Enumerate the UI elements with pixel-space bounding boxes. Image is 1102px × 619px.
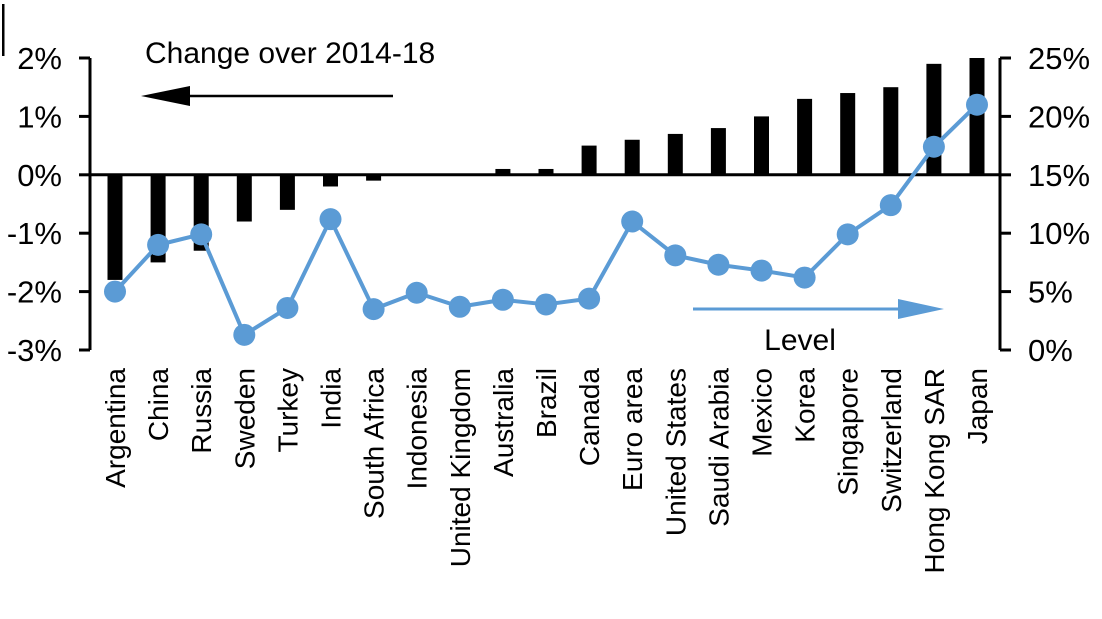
level-marker-russia (190, 223, 213, 246)
bar-switzerland (883, 87, 899, 175)
category-label-united-states: United States (660, 368, 691, 536)
category-label-switzerland: Switzerland (876, 368, 907, 513)
left-axis-tick-label: 0% (17, 158, 62, 193)
left-axis-tick-label: 2% (17, 41, 62, 76)
left-axis-tick-label: -1% (7, 216, 62, 251)
bar-united-states (667, 133, 683, 175)
level-marker-mexico (750, 259, 773, 282)
level-marker-south-africa (362, 298, 385, 321)
bar-brazil (538, 168, 554, 175)
right-axis-tick-label: 15% (1028, 158, 1090, 193)
level-marker-united-states (664, 244, 687, 267)
category-label-singapore: Singapore (833, 368, 864, 496)
line-series-annotation: Level (764, 324, 836, 357)
right-axis-tick-label: 10% (1028, 216, 1090, 251)
bar-south-africa (366, 174, 382, 181)
category-label-united-kingdom: United Kingdom (445, 368, 476, 567)
level-marker-korea (793, 266, 816, 289)
bar-mexico (754, 116, 769, 175)
category-label-australia: Australia (488, 368, 519, 477)
category-label-korea: Korea (790, 368, 821, 443)
bar-hong-kong-sar (926, 63, 942, 175)
category-label-china: China (143, 368, 174, 442)
level-marker-china (147, 233, 170, 256)
left-axis-tick-label: -3% (7, 333, 62, 368)
right-axis-tick-label: 5% (1028, 275, 1073, 310)
figure-edge-mark (2, 4, 5, 56)
category-label-euro-area: Euro area (617, 368, 648, 491)
left-axis-tick-label: 1% (17, 99, 62, 134)
bar-japan (969, 58, 985, 175)
level-marker-indonesia (405, 281, 428, 304)
bar-india (323, 174, 338, 187)
category-label-russia: Russia (186, 368, 217, 454)
category-label-japan: Japan (962, 368, 993, 444)
bar-korea (797, 98, 813, 175)
level-marker-brazil (535, 293, 557, 316)
category-label-saudi-arabia: Saudi Arabia (703, 368, 734, 527)
right-arrow-icon (898, 299, 944, 319)
level-marker-sweden (233, 323, 256, 346)
level-marker-japan (966, 93, 988, 116)
category-label-sweden: Sweden (229, 368, 260, 469)
level-marker-euro-area (621, 210, 644, 233)
category-label-argentina: Argentina (100, 368, 131, 488)
left-arrow-icon (141, 86, 190, 106)
bar-argentina (107, 174, 123, 280)
category-label-india: India (316, 368, 347, 429)
category-label-indonesia: Indonesia (402, 368, 433, 490)
category-label-mexico: Mexico (747, 368, 778, 457)
level-marker-hong-kong-sar (922, 135, 945, 158)
right-axis-tick-label: 20% (1028, 99, 1090, 134)
level-marker-canada (578, 287, 601, 310)
bar-australia (495, 168, 511, 175)
bar-sweden (236, 174, 252, 222)
category-label-brazil: Brazil (531, 368, 562, 438)
category-label-canada: Canada (574, 368, 605, 467)
level-marker-singapore (836, 223, 859, 246)
level-marker-australia (491, 288, 514, 311)
level-marker-switzerland (879, 194, 902, 217)
bar-singapore (840, 93, 856, 175)
category-label-hong-kong-sar: Hong Kong SAR (919, 368, 950, 573)
right-axis-tick-label: 25% (1028, 41, 1090, 76)
category-label-south-africa: South Africa (359, 368, 390, 519)
level-marker-india (319, 208, 342, 231)
category-label-turkey: Turkey (272, 368, 303, 453)
bar-series-annotation: Change over 2014-18 (145, 37, 435, 70)
level-marker-saudi-arabia (707, 253, 730, 276)
level-marker-turkey (276, 296, 299, 319)
bar-euro-area (624, 139, 640, 175)
bar-turkey (279, 174, 295, 210)
left-axis-tick-label: -2% (7, 275, 62, 310)
bar-canada (581, 145, 597, 175)
right-axis-tick-label: 0% (1028, 333, 1073, 368)
level-marker-argentina (104, 280, 126, 303)
level-marker-united-kingdom (448, 295, 471, 318)
bar-saudi-arabia (710, 128, 726, 175)
